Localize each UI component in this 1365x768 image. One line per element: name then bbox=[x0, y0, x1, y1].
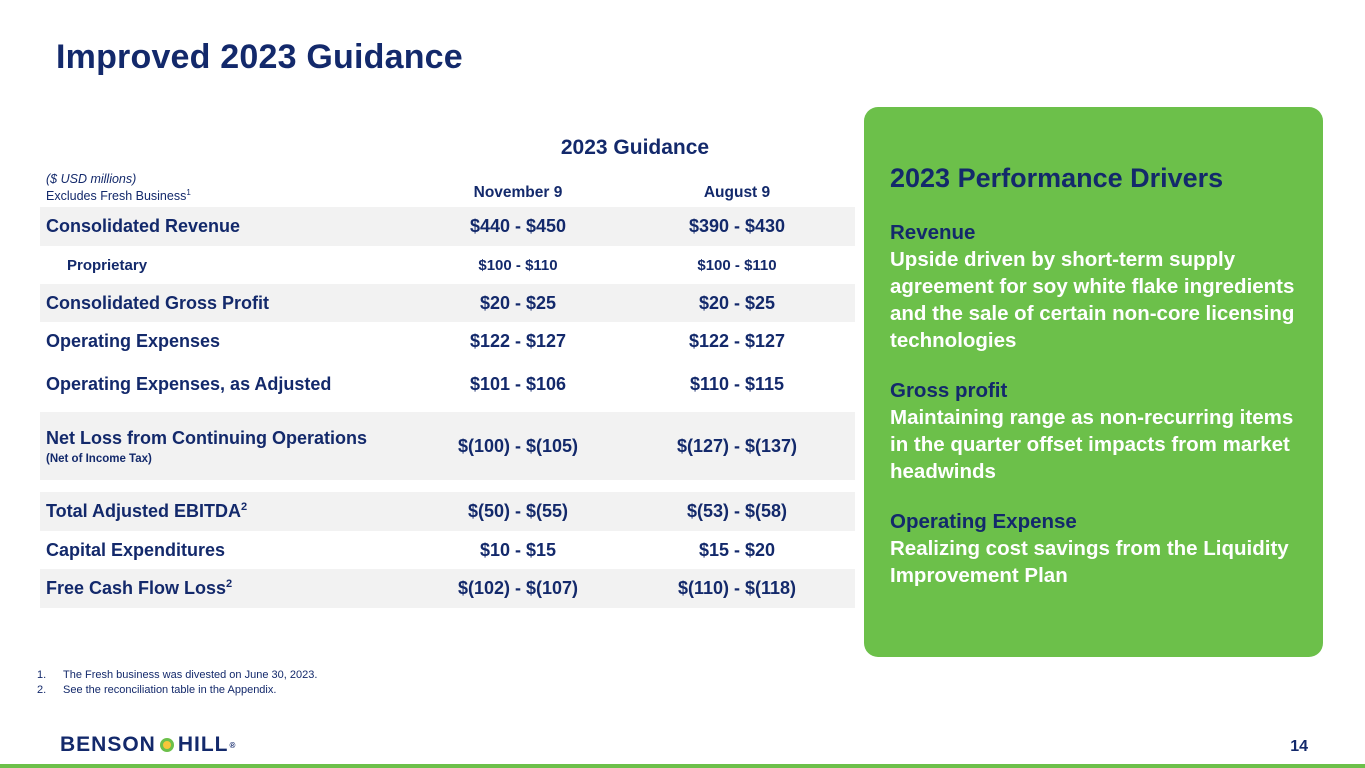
column-header-aug: August 9 bbox=[703, 184, 771, 201]
footnote-number: 2. bbox=[37, 684, 47, 696]
table-row: Operating Expenses $122 - $127 $122 - $1… bbox=[40, 322, 855, 360]
logo-sun-icon bbox=[159, 738, 174, 752]
row-value-nov: $20 - $25 bbox=[479, 292, 557, 313]
row-value-nov: $(100) - $(105) bbox=[457, 435, 579, 456]
logo-registered-mark: ® bbox=[229, 740, 236, 750]
row-value-aug: $110 - $115 bbox=[689, 373, 785, 394]
row-label: Proprietary bbox=[67, 256, 148, 274]
table-row: Consolidated Gross Profit $20 - $25 $20 … bbox=[40, 284, 855, 322]
footnote-text: The Fresh business was divested on June … bbox=[63, 669, 318, 681]
row-value-nov: $122 - $127 bbox=[469, 330, 567, 351]
row-value-aug: $100 - $110 bbox=[697, 256, 777, 274]
bottom-accent-bar bbox=[0, 764, 1365, 768]
row-value-aug: $(127) - $(137) bbox=[676, 435, 798, 456]
row-label-note: (Net of Income Tax) bbox=[46, 452, 152, 465]
row-label-sup: 2 bbox=[226, 578, 233, 590]
driver-heading: Gross profit bbox=[890, 379, 1008, 402]
excludes-note-text: Excludes Fresh Business bbox=[46, 189, 187, 204]
table-row: Free Cash Flow Loss2 $(102) - $(107) $(1… bbox=[40, 569, 855, 608]
row-value-nov: $100 - $110 bbox=[478, 256, 558, 274]
row-label-text: Free Cash Flow Loss bbox=[46, 578, 227, 598]
slide-title: Improved 2023 Guidance bbox=[56, 38, 463, 76]
row-value-aug: $20 - $25 bbox=[698, 292, 776, 313]
driver-text: Maintaining range as non-recurring items… bbox=[890, 406, 1294, 483]
footnote: 2. See the reconciliation table in the A… bbox=[37, 683, 317, 698]
driver-text: Upside driven by short-term supply agree… bbox=[890, 248, 1295, 352]
row-value-nov: $10 - $15 bbox=[479, 539, 557, 560]
table-row: Operating Expenses, as Adjusted $101 - $… bbox=[40, 362, 855, 406]
driver-operating-expense: Operating Expense Realizing cost savings… bbox=[890, 509, 1297, 589]
column-header-nov: November 9 bbox=[473, 184, 563, 201]
row-label: Total Adjusted EBITDA2 bbox=[46, 501, 247, 522]
excludes-note: Excludes Fresh Business1 bbox=[46, 188, 191, 203]
driver-revenue: Revenue Upside driven by short-term supp… bbox=[890, 220, 1297, 354]
logo-text-right: HILL bbox=[177, 733, 229, 756]
table-row: Net Loss from Continuing Operations (Net… bbox=[40, 412, 855, 480]
units-note: ($ USD millions) bbox=[46, 172, 137, 186]
row-value-aug: $(53) - $(58) bbox=[686, 501, 788, 521]
row-label: Capital Expenditures bbox=[46, 539, 226, 560]
row-value-nov: $(102) - $(107) bbox=[457, 578, 579, 598]
panel-heading: 2023 Performance Drivers bbox=[890, 163, 1224, 193]
row-value-nov: $(50) - $(55) bbox=[467, 501, 569, 521]
row-value-aug: $390 - $430 bbox=[688, 216, 786, 236]
row-value-nov: $440 - $450 bbox=[469, 216, 567, 236]
driver-gross-profit: Gross profit Maintaining range as non-re… bbox=[890, 378, 1297, 485]
footnote-number: 1. bbox=[37, 669, 47, 681]
performance-drivers-panel: 2023 Performance Drivers Revenue Upside … bbox=[864, 107, 1323, 657]
footnote-text: See the reconciliation table in the Appe… bbox=[63, 684, 277, 696]
table-section-heading: 2023 Guidance bbox=[560, 136, 710, 159]
table-row: Proprietary $100 - $110 $100 - $110 bbox=[40, 246, 855, 284]
driver-text: Realizing cost savings from the Liquidit… bbox=[890, 537, 1289, 587]
logo-text-left: BENSON bbox=[60, 733, 156, 756]
row-label: Operating Expenses, as Adjusted bbox=[46, 373, 332, 394]
footnote: 1. The Fresh business was divested on Ju… bbox=[37, 668, 317, 683]
row-label-group: Net Loss from Continuing Operations (Net… bbox=[46, 428, 367, 465]
table-row: Total Adjusted EBITDA2 $(50) - $(55) $(5… bbox=[40, 492, 855, 531]
benson-hill-logo: BENSON HILL ® bbox=[60, 733, 235, 757]
table-row: Capital Expenditures $10 - $15 $15 - $20 bbox=[40, 531, 855, 569]
row-label: Net Loss from Continuing Operations bbox=[46, 427, 368, 448]
driver-heading: Operating Expense bbox=[890, 510, 1077, 533]
row-label-sup: 2 bbox=[241, 501, 248, 513]
footnotes: 1. The Fresh business was divested on Ju… bbox=[37, 668, 317, 698]
row-value-aug: $(110) - $(118) bbox=[677, 578, 797, 598]
row-label: Free Cash Flow Loss2 bbox=[46, 578, 232, 599]
row-value-aug: $15 - $20 bbox=[698, 539, 776, 560]
row-label-text: Total Adjusted EBITDA bbox=[46, 501, 241, 521]
excludes-note-sup: 1 bbox=[186, 188, 191, 197]
row-value-nov: $101 - $106 bbox=[469, 373, 567, 394]
row-label: Consolidated Revenue bbox=[46, 216, 241, 236]
row-label: Operating Expenses bbox=[46, 330, 221, 351]
row-label: Consolidated Gross Profit bbox=[46, 292, 270, 313]
page-number: 14 bbox=[1290, 738, 1308, 755]
table-row: Consolidated Revenue $440 - $450 $390 - … bbox=[40, 207, 855, 246]
row-value-aug: $122 - $127 bbox=[688, 330, 786, 351]
driver-heading: Revenue bbox=[890, 221, 976, 244]
